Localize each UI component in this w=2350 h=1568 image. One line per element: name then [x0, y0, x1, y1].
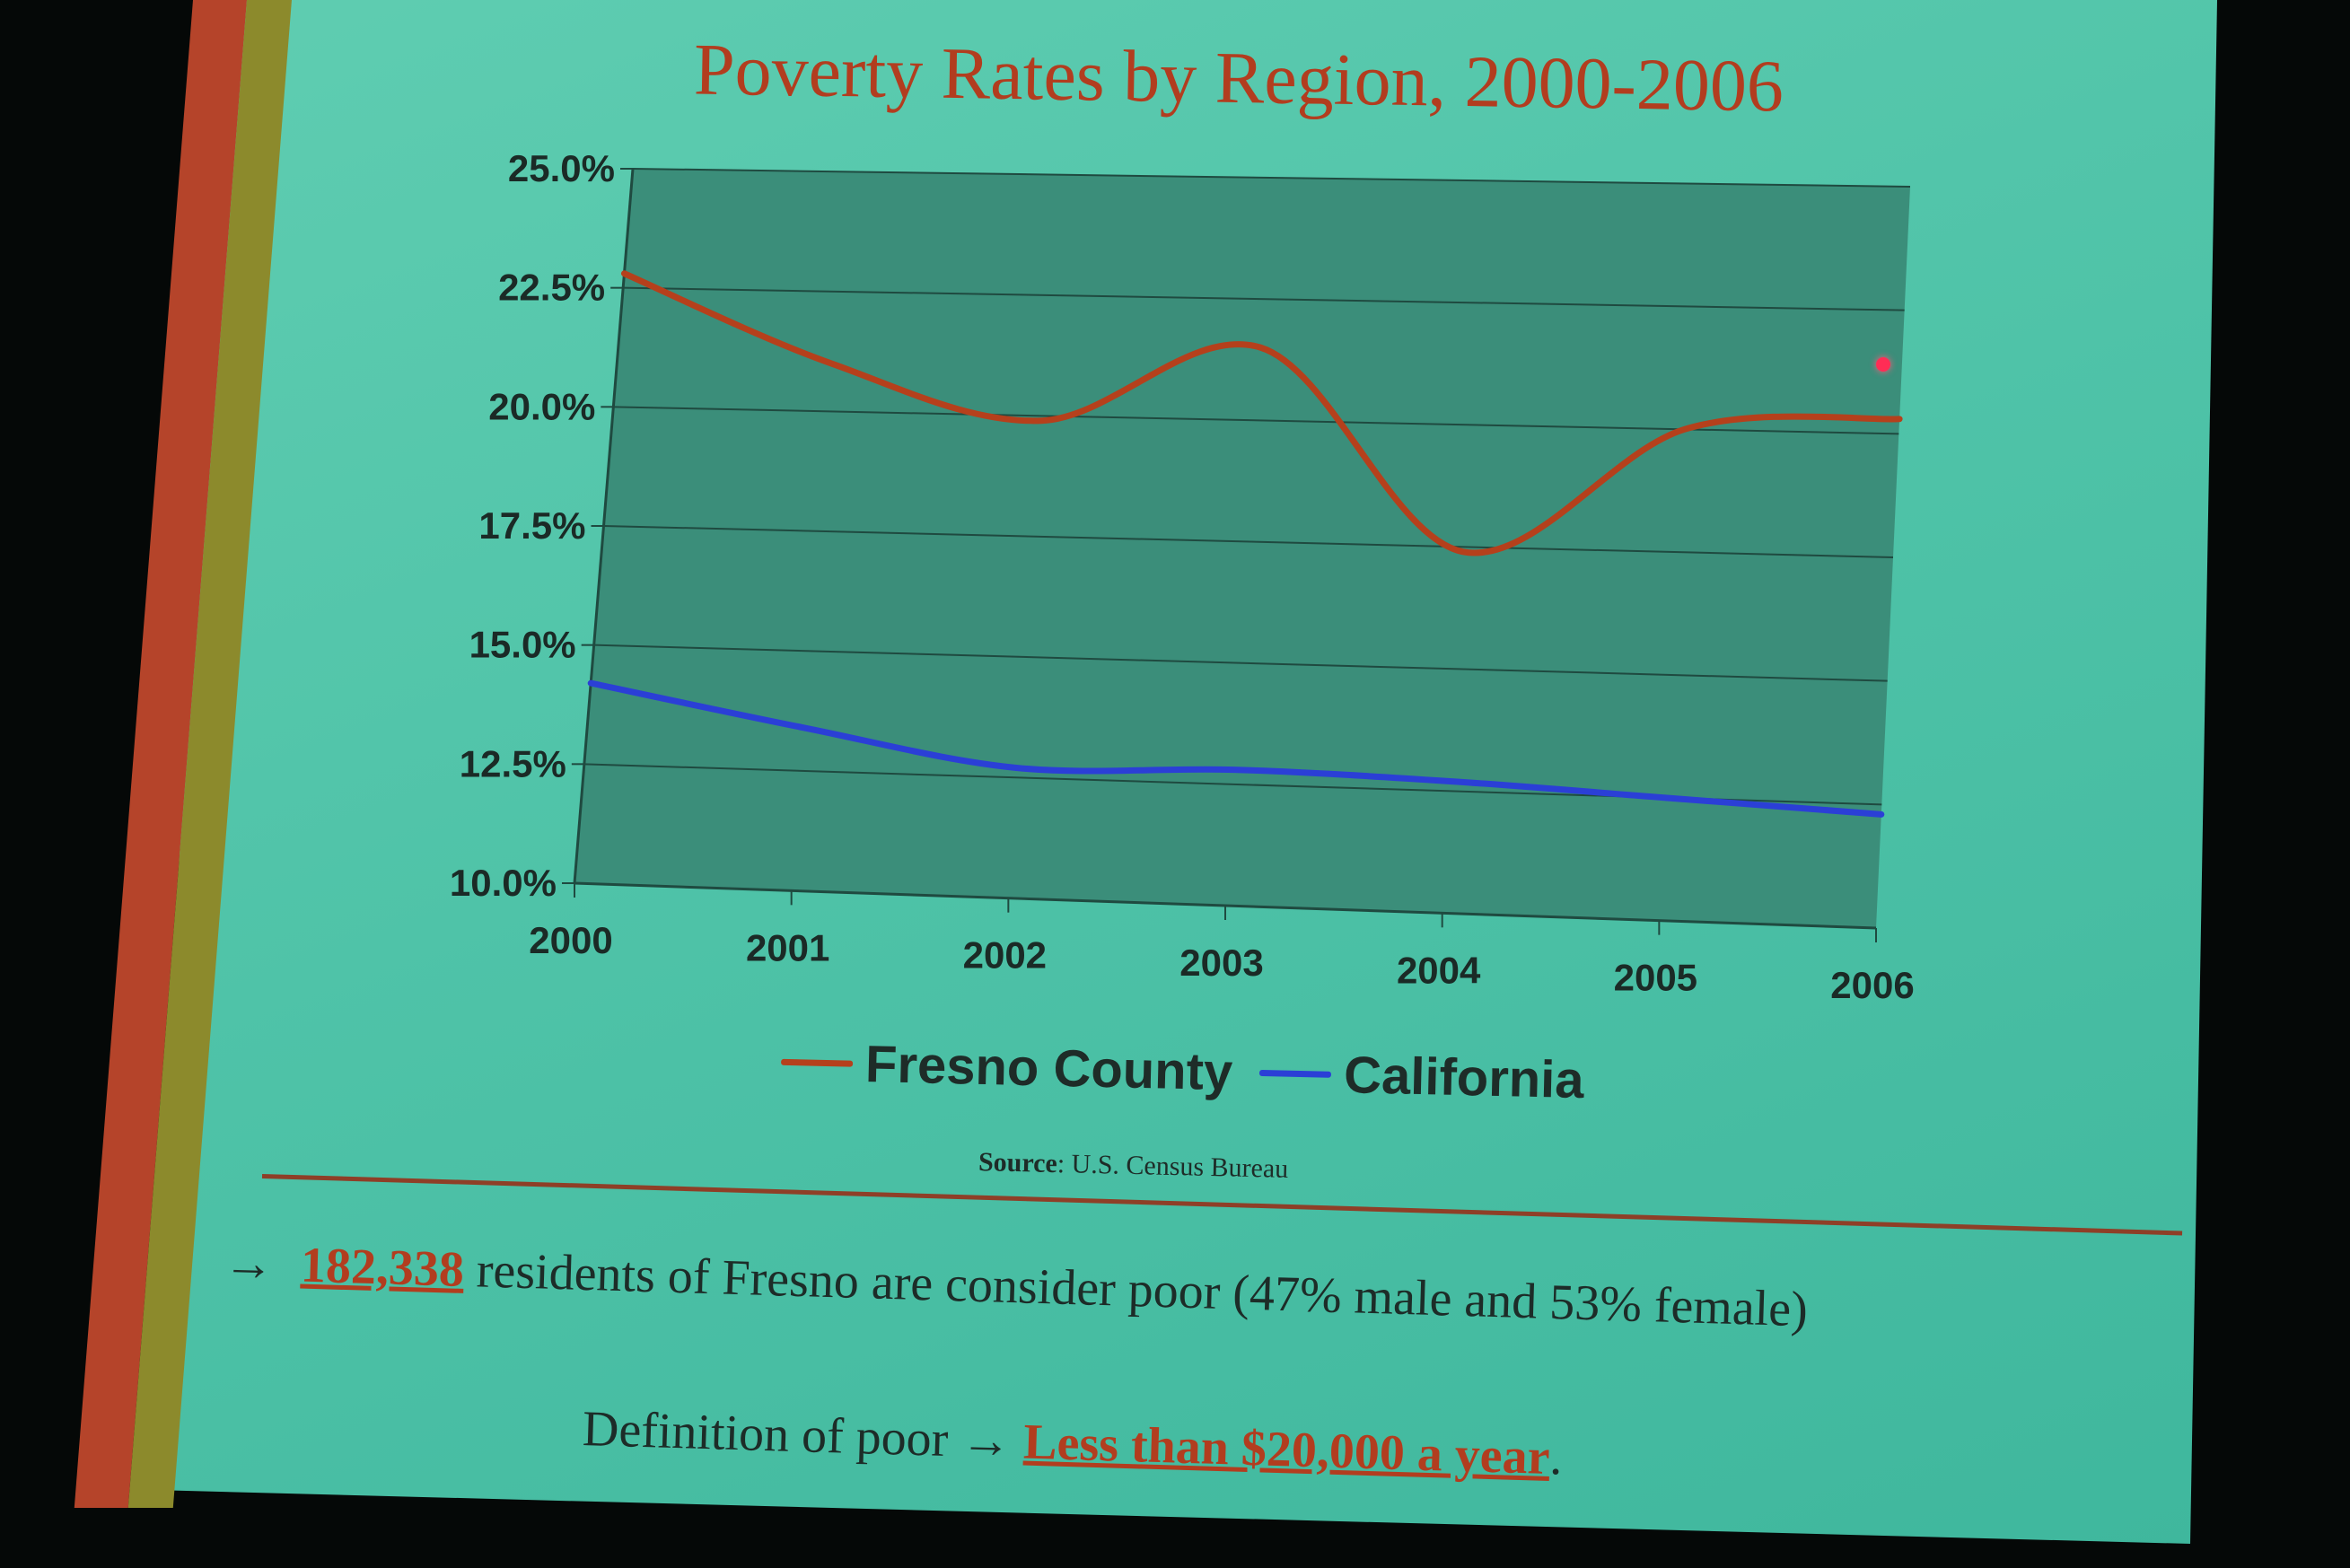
y-tick-label: 25.0%	[508, 147, 615, 189]
legend-label-fresno: Fresno County	[864, 1034, 1233, 1102]
y-tick-label: 15.0%	[469, 624, 576, 666]
y-tick-label: 10.0%	[450, 862, 557, 904]
y-axis	[573, 168, 635, 884]
y-tick-label: 20.0%	[488, 385, 595, 427]
series-line-fresno-county	[620, 270, 1903, 556]
fact-number: 182,338	[300, 1237, 465, 1298]
gridline	[632, 168, 1911, 188]
arrow-icon: →	[960, 1412, 1013, 1470]
source-text: : U.S. Census Bureau	[1057, 1149, 1289, 1184]
y-tick-label: 17.5%	[478, 504, 585, 547]
legend-item-california: California	[1258, 1043, 1584, 1110]
y-tick-label: 12.5%	[460, 742, 566, 784]
definition-label: Definition of poor	[582, 1400, 950, 1468]
y-tick-label: 22.5%	[498, 267, 605, 309]
gridline	[623, 286, 1905, 311]
x-tick-label: 2000	[529, 919, 612, 961]
source-label: Source	[978, 1147, 1058, 1179]
definition-tail: .	[1548, 1429, 1564, 1486]
series-lines	[587, 270, 1903, 818]
x-tick-label: 2002	[963, 934, 1047, 977]
x-tick-label: 2003	[1179, 942, 1263, 984]
x-tick-label: 2004	[1397, 949, 1481, 991]
legend-swatch-fresno	[781, 1058, 854, 1067]
x-tick-label: 2006	[1830, 964, 1914, 1006]
gridline	[603, 525, 1894, 558]
arrow-icon: →	[223, 1234, 275, 1292]
gridline	[593, 644, 1888, 682]
legend-item-fresno: Fresno County	[780, 1032, 1233, 1102]
x-tick-label: 2005	[1614, 957, 1697, 999]
legend-label-california: California	[1343, 1046, 1585, 1110]
x-tick-label: 2001	[746, 926, 829, 968]
axes: 10.0% 12.5% 15.0% 17.5% 20.0% 22.5% 25.0% 2000 2…	[450, 147, 1915, 1006]
legend-swatch-california	[1259, 1069, 1332, 1078]
laser-pointer-dot	[1876, 357, 1890, 372]
plot-area	[574, 169, 1910, 928]
series-line-california	[587, 679, 1885, 818]
